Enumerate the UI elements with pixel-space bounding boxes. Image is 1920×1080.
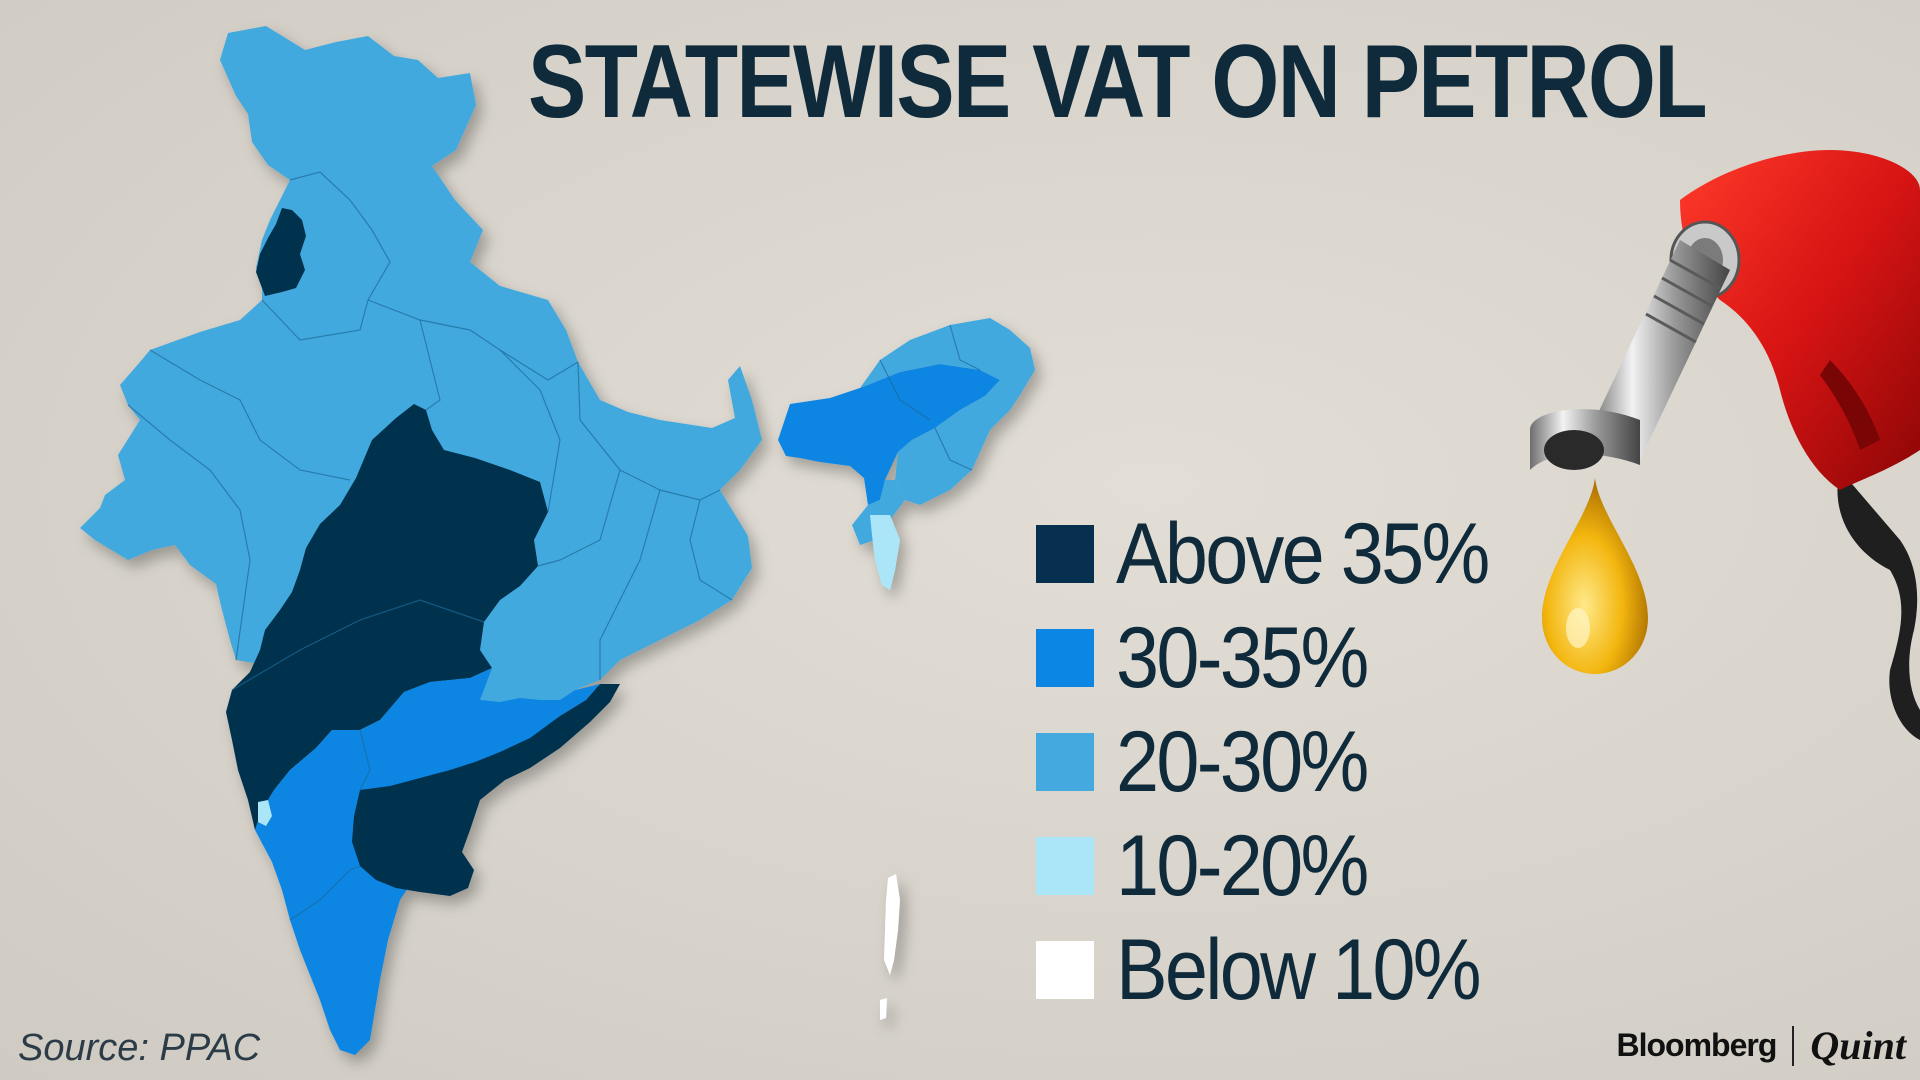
fuel-drop-icon: [1542, 478, 1648, 674]
region-andhra-pradesh-telangana: [352, 684, 620, 896]
legend-label-30-35: 30-35%: [1116, 609, 1369, 706]
state-borders: [127, 171, 981, 921]
region-andaman-and-nicobar: [884, 874, 900, 975]
legend-item-above-35: Above 35%: [1036, 502, 1529, 606]
legend-label-20-30: 20-30%: [1116, 713, 1369, 810]
region-goa: [258, 800, 272, 826]
fuel-nozzle-icon: [1530, 130, 1920, 760]
legend: Above 35% 30-35% 20-30% 10-20% Below 10%: [1036, 502, 1529, 1022]
region-mizoram: [870, 515, 900, 590]
brand-divider: [1792, 1025, 1795, 1066]
legend-item-20-30: 20-30%: [1036, 710, 1529, 814]
page-title: STATEWISE VAT ON PETROL: [528, 24, 1708, 140]
legend-swatch-above-35: [1036, 525, 1094, 583]
source-note: Source: PPAC: [18, 1027, 261, 1069]
region-north-india: [80, 26, 762, 722]
india-map: [60, 20, 1050, 1060]
region-northeast-india: [860, 318, 1035, 505]
legend-swatch-30-35: [1036, 629, 1094, 687]
brand-bloomberg: Bloomberg: [1616, 1027, 1778, 1063]
region-northeast-south: [852, 480, 905, 545]
legend-swatch-10-20: [1036, 837, 1094, 895]
region-assam: [778, 364, 1000, 505]
legend-item-below-10: Below 10%: [1036, 918, 1529, 1022]
legend-swatch-20-30: [1036, 733, 1094, 791]
region-central-west-india: [226, 404, 548, 830]
brand-logo: Bloomberg Quint: [1617, 1022, 1907, 1069]
legend-item-10-20: 10-20%: [1036, 814, 1529, 918]
region-nicobar: [880, 998, 887, 1020]
legend-swatch-below-10: [1036, 941, 1094, 999]
legend-label-10-20: 10-20%: [1116, 817, 1369, 914]
region-karnataka-tamil-nadu-kerala: [255, 668, 600, 1055]
legend-label-above-35: Above 35%: [1116, 505, 1490, 602]
region-punjab: [256, 208, 306, 296]
brand-quint: Quint: [1810, 1023, 1906, 1068]
legend-item-30-35: 30-35%: [1036, 606, 1529, 710]
legend-label-below-10: Below 10%: [1116, 921, 1482, 1018]
